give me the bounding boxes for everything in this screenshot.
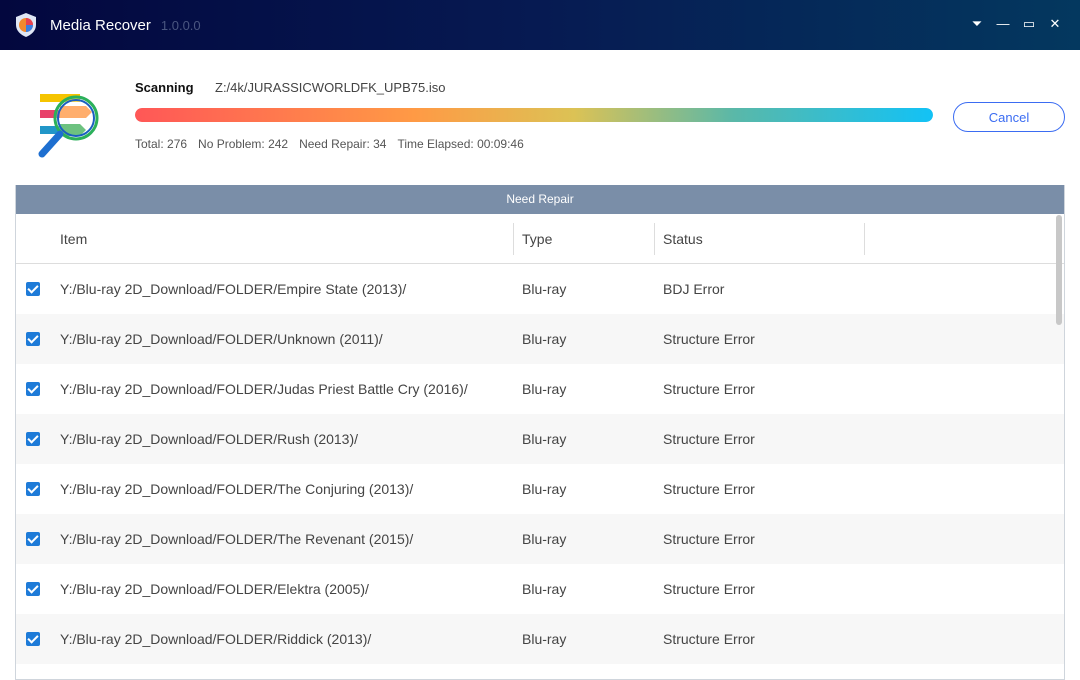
item-type: Blu-ray xyxy=(522,331,567,347)
stat-no-problem: No Problem: 242 xyxy=(198,137,289,151)
app-version: 1.0.0.0 xyxy=(160,17,201,33)
row-checkbox[interactable] xyxy=(26,432,40,446)
scrollbar[interactable] xyxy=(1056,215,1062,325)
item-path: Y:/Blu-ray 2D_Download/FOLDER/Rush (2013… xyxy=(60,431,359,447)
scan-magnifier-icon xyxy=(38,94,99,158)
scan-status-label: Scanning xyxy=(135,80,194,95)
need-repair-panel: Need Repair Item Type Status Y:/Blu-ray … xyxy=(15,185,1065,680)
item-path: Y:/Blu-ray 2D_Download/FOLDER/Riddick (2… xyxy=(60,631,372,647)
item-status: Structure Error xyxy=(663,381,755,397)
row-checkbox[interactable] xyxy=(26,582,40,596)
table-row[interactable]: Y:/Blu-ray 2D_Download/FOLDER/Elektra (2… xyxy=(16,564,1064,614)
stat-total: Total: 276 xyxy=(135,137,188,151)
table-row[interactable]: Y:/Blu-ray 2D_Download/FOLDER/The Conjur… xyxy=(16,464,1064,514)
column-header-item[interactable]: Item xyxy=(52,222,514,255)
row-checkbox[interactable] xyxy=(26,532,40,546)
item-status: Structure Error xyxy=(663,481,755,497)
table-header: Item Type Status xyxy=(16,214,1064,264)
item-type: Blu-ray xyxy=(522,581,567,597)
table-row[interactable]: Y:/Blu-ray 2D_Download/FOLDER/Unknown (2… xyxy=(16,314,1064,364)
item-path: Y:/Blu-ray 2D_Download/FOLDER/Unknown (2… xyxy=(60,331,383,347)
item-type: Blu-ray xyxy=(522,381,567,397)
row-checkbox[interactable] xyxy=(26,282,40,296)
maximize-icon[interactable]: ▭ xyxy=(1022,16,1036,31)
item-path: Y:/Blu-ray 2D_Download/FOLDER/The Conjur… xyxy=(60,481,414,497)
item-status: Structure Error xyxy=(663,331,755,347)
item-status: Structure Error xyxy=(663,531,755,547)
stat-time-elapsed: Time Elapsed: 00:09:46 xyxy=(397,137,524,151)
item-path: Y:/Blu-ray 2D_Download/FOLDER/Elektra (2… xyxy=(60,581,369,597)
item-status: Structure Error xyxy=(663,431,755,447)
table-row[interactable]: Y:/Blu-ray 2D_Download/FOLDER/Rush (2013… xyxy=(16,414,1064,464)
table-row[interactable]: Y:/Blu-ray 2D_Download/FOLDER/Judas Prie… xyxy=(16,364,1064,414)
close-icon[interactable]: ✕ xyxy=(1049,16,1061,31)
item-type: Blu-ray xyxy=(522,431,567,447)
column-header-type[interactable]: Type xyxy=(514,222,655,255)
app-title: Media Recover xyxy=(50,16,151,34)
item-status: Structure Error xyxy=(663,631,755,647)
item-type: Blu-ray xyxy=(522,481,567,497)
scan-stats: Total: 276 No Problem: 242 Need Repair: … xyxy=(135,137,524,151)
item-type: Blu-ray xyxy=(522,531,567,547)
item-path: Y:/Blu-ray 2D_Download/FOLDER/The Revena… xyxy=(60,531,414,547)
panel-title: Need Repair xyxy=(16,185,1064,214)
scan-progress-bar xyxy=(135,108,933,122)
row-checkbox[interactable] xyxy=(26,332,40,346)
row-checkbox[interactable] xyxy=(26,632,40,646)
table-row[interactable]: Y:/Blu-ray 2D_Download/FOLDER/Riddick (2… xyxy=(16,614,1064,664)
shield-logo-icon xyxy=(16,13,36,37)
minimize-icon[interactable]: — xyxy=(996,16,1010,31)
item-path: Y:/Blu-ray 2D_Download/FOLDER/Judas Prie… xyxy=(60,381,468,397)
item-status: BDJ Error xyxy=(663,281,725,297)
table-body: Y:/Blu-ray 2D_Download/FOLDER/Empire Sta… xyxy=(16,264,1064,664)
stat-need-repair: Need Repair: 34 xyxy=(299,137,387,151)
title-bar: Media Recover 1.0.0.0 ⏷ — ▭ ✕ xyxy=(0,0,1080,50)
item-status: Structure Error xyxy=(663,581,755,597)
cancel-button[interactable]: Cancel xyxy=(953,102,1065,132)
scan-progress-fill xyxy=(135,108,933,122)
table-row[interactable]: Y:/Blu-ray 2D_Download/FOLDER/The Revena… xyxy=(16,514,1064,564)
scan-path: Z:/4k/JURASSICWORLDFK_UPB75.iso xyxy=(215,80,446,95)
column-header-status[interactable]: Status xyxy=(655,222,865,255)
table-row[interactable]: Y:/Blu-ray 2D_Download/FOLDER/Empire Sta… xyxy=(16,264,1064,314)
item-type: Blu-ray xyxy=(522,631,567,647)
item-type: Blu-ray xyxy=(522,281,567,297)
menu-dropdown-icon[interactable]: ⏷ xyxy=(971,16,983,31)
row-checkbox[interactable] xyxy=(26,382,40,396)
row-checkbox[interactable] xyxy=(26,482,40,496)
item-path: Y:/Blu-ray 2D_Download/FOLDER/Empire Sta… xyxy=(60,281,407,297)
